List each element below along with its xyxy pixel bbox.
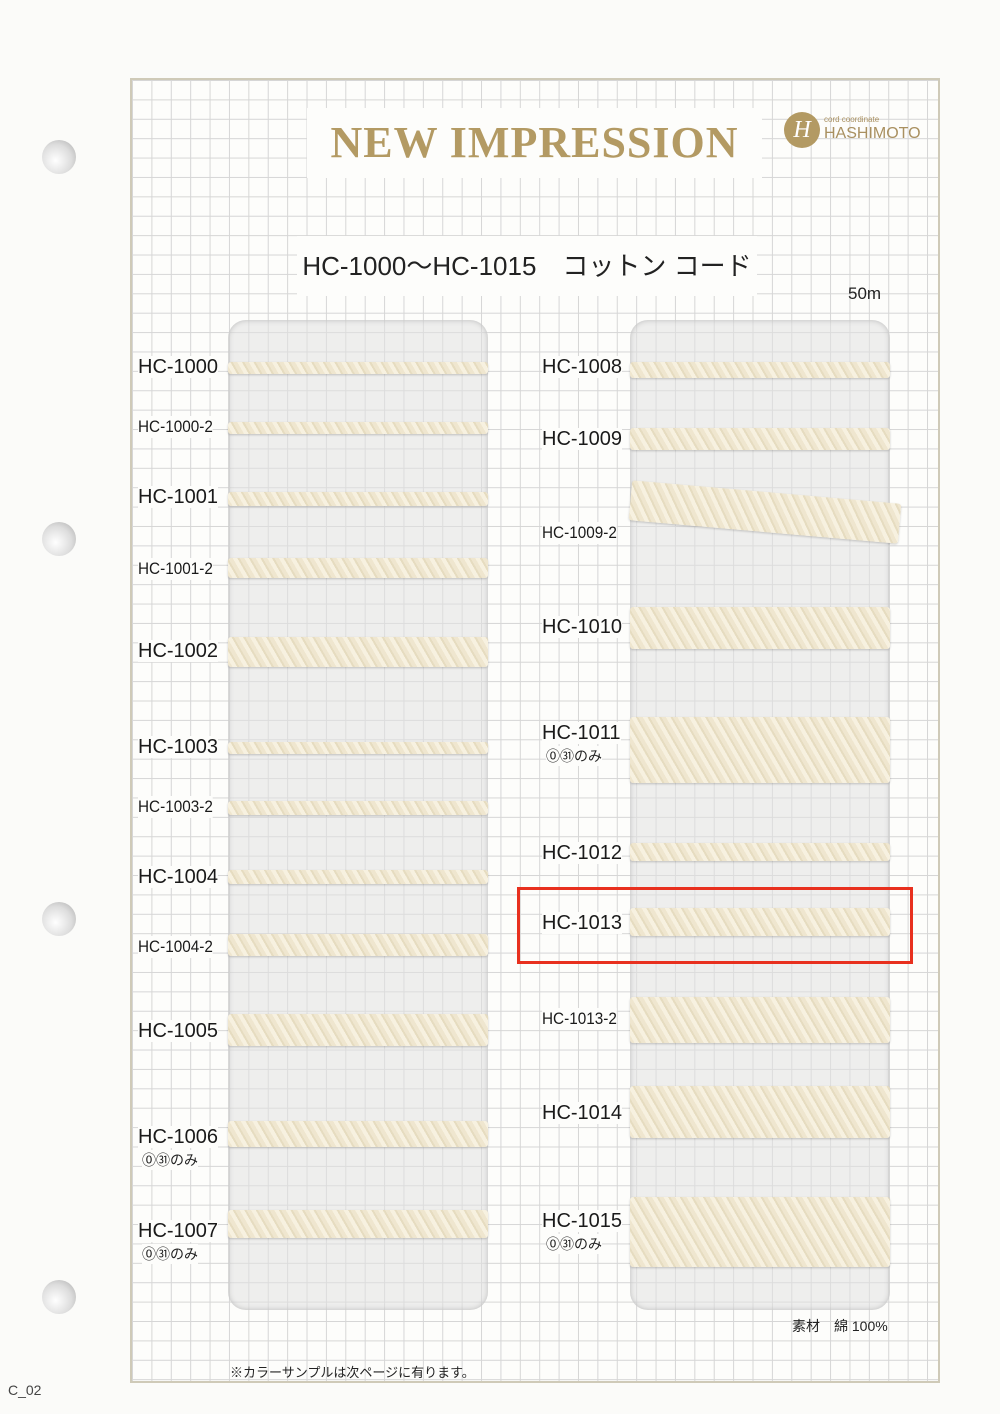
- cord-sample: [630, 428, 890, 450]
- cord-sample: [228, 362, 488, 374]
- cord-sample: [630, 997, 890, 1043]
- logo-tagline: cord coordinate: [824, 115, 880, 124]
- product-code: HC-1003-2: [138, 796, 213, 818]
- catalog-sheet: NEW IMPRESSION H cord coordinate HASHIMO…: [130, 78, 940, 1383]
- cord-sample: [228, 1121, 488, 1147]
- page-id: C_02: [8, 1382, 42, 1398]
- product-code: HC-1006: [138, 1126, 219, 1148]
- binder-hole: [42, 902, 76, 936]
- cord-sample: [630, 1086, 890, 1138]
- color-availability-note: ⓪㉛のみ: [546, 1234, 602, 1254]
- cord-sample: [228, 1210, 488, 1238]
- binder-hole: [42, 1280, 76, 1314]
- cord-sample: [228, 934, 488, 956]
- highlight-box: [517, 887, 913, 964]
- product-code: HC-1004-2: [138, 936, 213, 958]
- length-label: 50m: [848, 284, 882, 303]
- product-code: HC-1009-2: [542, 522, 617, 544]
- product-code: HC-1001: [138, 486, 219, 508]
- cord-sample: [630, 717, 890, 783]
- material-label: 素材 綿 100%: [792, 1318, 888, 1334]
- product-code: HC-1004: [138, 866, 219, 888]
- cord-sample: [228, 870, 488, 884]
- color-availability-note: ⓪㉛のみ: [546, 746, 602, 766]
- cord-sample: [228, 492, 488, 506]
- cord-sample: [228, 422, 488, 434]
- binder-hole: [42, 140, 76, 174]
- product-code: HC-1005: [138, 1020, 219, 1042]
- product-code: HC-1013: [542, 912, 623, 934]
- cord-sample: [228, 742, 488, 754]
- product-code: HC-1013-2: [542, 1008, 617, 1030]
- brand-logo: H cord coordinate HASHIMOTO: [784, 112, 934, 152]
- product-code: HC-1000-2: [138, 416, 213, 438]
- product-code: HC-1008: [542, 356, 623, 378]
- cord-sample: [630, 908, 890, 936]
- binder-hole: [42, 522, 76, 556]
- product-range-title: HC-1000〜HC-1015 コットン コード: [297, 236, 757, 296]
- cord-sample: [630, 607, 890, 649]
- page-title: NEW IMPRESSION: [307, 108, 762, 178]
- product-code: HC-1012: [542, 842, 623, 864]
- product-code: HC-1007: [138, 1220, 219, 1242]
- product-code: HC-1015: [542, 1210, 623, 1232]
- color-availability-note: ⓪㉛のみ: [142, 1244, 198, 1264]
- product-code: HC-1000: [138, 356, 219, 378]
- cord-sample: [228, 637, 488, 667]
- cord-sample: [228, 801, 488, 815]
- color-availability-note: ⓪㉛のみ: [142, 1150, 198, 1170]
- product-code: HC-1011: [542, 722, 621, 744]
- cord-sample: [630, 1197, 890, 1267]
- footnote: ※カラーサンプルは次ページに有ります。: [230, 1365, 475, 1380]
- product-code: HC-1009: [542, 428, 623, 450]
- cord-sample: [630, 843, 890, 861]
- product-code: HC-1003: [138, 736, 219, 758]
- logo-name: HASHIMOTO: [824, 125, 921, 142]
- product-code: HC-1014: [542, 1102, 623, 1124]
- logo-mark: H: [784, 112, 820, 148]
- cord-sample: [228, 558, 488, 578]
- product-code: HC-1001-2: [138, 558, 213, 580]
- left-sample-panel: [228, 320, 488, 1310]
- right-sample-panel: [628, 320, 902, 1310]
- cord-sample: [630, 362, 890, 378]
- cord-sample: [228, 1014, 488, 1046]
- product-code: HC-1010: [542, 616, 623, 638]
- product-code: HC-1002: [138, 640, 219, 662]
- cord-sample: [628, 480, 902, 544]
